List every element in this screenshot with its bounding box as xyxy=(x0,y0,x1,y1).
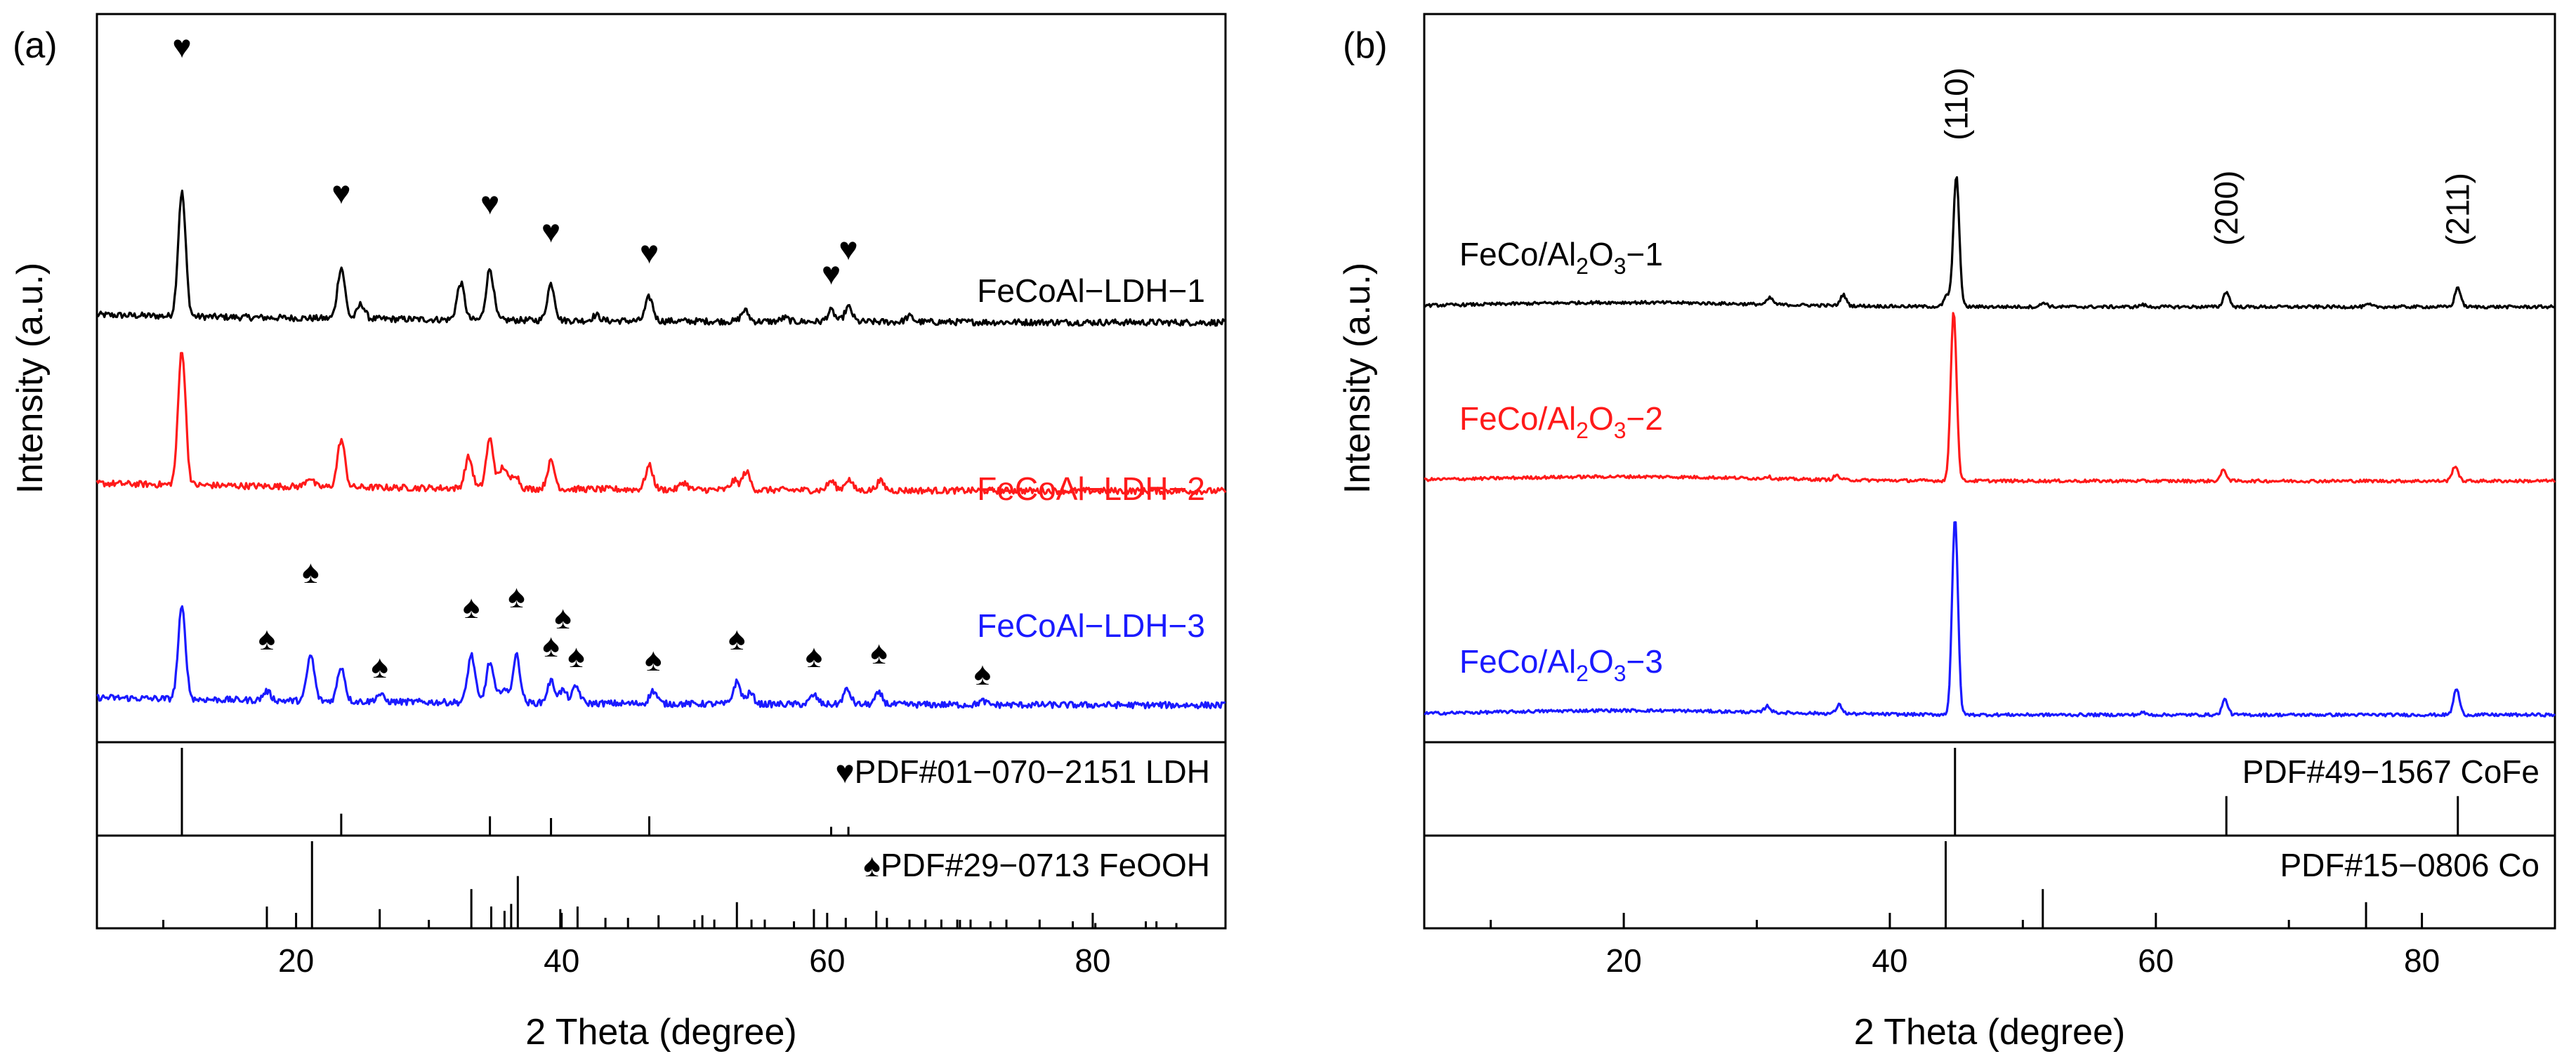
feooh-peak-marker: ♠ xyxy=(508,578,525,614)
x-tick-label: 20 xyxy=(278,942,314,979)
series-label: FeCo/Al2O3−1 xyxy=(1459,236,1663,279)
series-label-part: 3 xyxy=(1614,661,1627,686)
series-label-part: −3 xyxy=(1627,643,1663,680)
series-label-part: 3 xyxy=(1614,418,1627,443)
feooh-peak-marker: ♠ xyxy=(554,599,571,635)
peak-hkl-label: (211) xyxy=(2440,173,2476,246)
feooh-peak-marker: ♠ xyxy=(870,634,887,671)
series-line xyxy=(1424,312,2556,484)
feooh-peak-marker: ♠ xyxy=(974,655,991,692)
y-axis-label: Intensity (a.u.) xyxy=(1337,263,1378,494)
x-tick-label: 60 xyxy=(809,942,845,979)
reference-frame xyxy=(96,834,1227,930)
feooh-peak-marker: ♠ xyxy=(258,620,275,657)
series-line xyxy=(1424,176,2556,310)
series-label-part: FeCo/Al xyxy=(1459,236,1576,272)
series-line xyxy=(96,190,1227,327)
x-tick-label: 40 xyxy=(544,942,579,979)
plot-frame xyxy=(1423,13,2556,744)
x-tick-label: 80 xyxy=(2404,942,2440,979)
x-tick-label: 40 xyxy=(1872,942,1907,979)
feooh-peak-marker: ♠ xyxy=(645,641,662,678)
series-line xyxy=(96,605,1226,710)
series-label: FeCoAl−LDH−1 xyxy=(977,272,1205,309)
y-axis-label: Intensity (a.u.) xyxy=(10,263,51,494)
feooh-peak-marker: ♠ xyxy=(302,553,319,590)
ldh-peak-marker: ♥ xyxy=(640,234,659,270)
series-label-part: O xyxy=(1589,643,1614,680)
reference-label: ♥PDF#01−070−2151 LDH xyxy=(835,753,1210,790)
peak-hkl-label: (110) xyxy=(1938,67,1975,140)
peak-hkl-label: (200) xyxy=(2208,171,2245,246)
feooh-peak-marker: ♠ xyxy=(542,627,559,664)
ldh-peak-marker: ♥ xyxy=(480,185,499,221)
ldh-peak-marker: ♥ xyxy=(172,28,191,65)
ldh-peak-marker: ♥ xyxy=(541,213,560,249)
x-tick-label: 60 xyxy=(2138,942,2174,979)
panel-label: (a) xyxy=(13,25,58,66)
feooh-peak-marker: ♠ xyxy=(371,648,388,685)
series-label-part: O xyxy=(1589,400,1614,437)
panel-b: 20 40 60 80 2 Theta (degree) Intensity (a.u.)… xyxy=(1337,13,2556,1053)
panel-label: (b) xyxy=(1343,25,1388,66)
series-label-part: FeCo/Al xyxy=(1459,643,1576,680)
series-label: FeCoAl−LDH−2 xyxy=(977,470,1205,507)
series-label-part: −2 xyxy=(1627,400,1663,437)
feooh-peak-marker: ♠ xyxy=(463,588,480,625)
feooh-peak-marker: ♠ xyxy=(728,620,745,657)
series-label-part: 2 xyxy=(1576,661,1589,686)
x-axis-label: 2 Theta (degree) xyxy=(525,1012,796,1053)
feooh-peak-marker: ♠ xyxy=(567,638,584,674)
x-tick-label: 20 xyxy=(1606,942,1642,979)
series-label: FeCo/Al2O3−3 xyxy=(1459,643,1663,686)
panel-a: 20 40 60 80 2 Theta (degree) Intensity (a.u.)… xyxy=(10,13,1227,1053)
series-label-part: −1 xyxy=(1627,236,1663,272)
series-label-part: O xyxy=(1589,236,1614,272)
x-tick-label: 80 xyxy=(1075,942,1110,979)
ldh-peak-marker: ♥ xyxy=(331,174,350,211)
series-label: FeCo/Al2O3−2 xyxy=(1459,400,1663,443)
series-label-part: 2 xyxy=(1576,418,1589,443)
series-label: FeCoAl−LDH−3 xyxy=(977,607,1205,644)
reference-label: PDF#49−1567 CoFe xyxy=(2242,753,2539,790)
feooh-peak-marker: ♠ xyxy=(806,638,822,674)
series-label-part: 2 xyxy=(1576,253,1589,279)
series-label-part: FeCo/Al xyxy=(1459,400,1576,437)
series-label-part: 3 xyxy=(1614,253,1627,279)
ldh-peak-marker: ♥ xyxy=(822,255,841,291)
ldh-peak-marker: ♥ xyxy=(839,230,857,267)
x-axis-label: 2 Theta (degree) xyxy=(1854,1012,2125,1053)
series-line xyxy=(96,352,1227,496)
reference-label: PDF#15−0806 Co xyxy=(2280,847,2539,883)
reference-label: ♠PDF#29−0713 FeOOH xyxy=(863,847,1210,883)
series-line xyxy=(1424,521,2556,718)
reference-frame xyxy=(1423,834,2556,930)
